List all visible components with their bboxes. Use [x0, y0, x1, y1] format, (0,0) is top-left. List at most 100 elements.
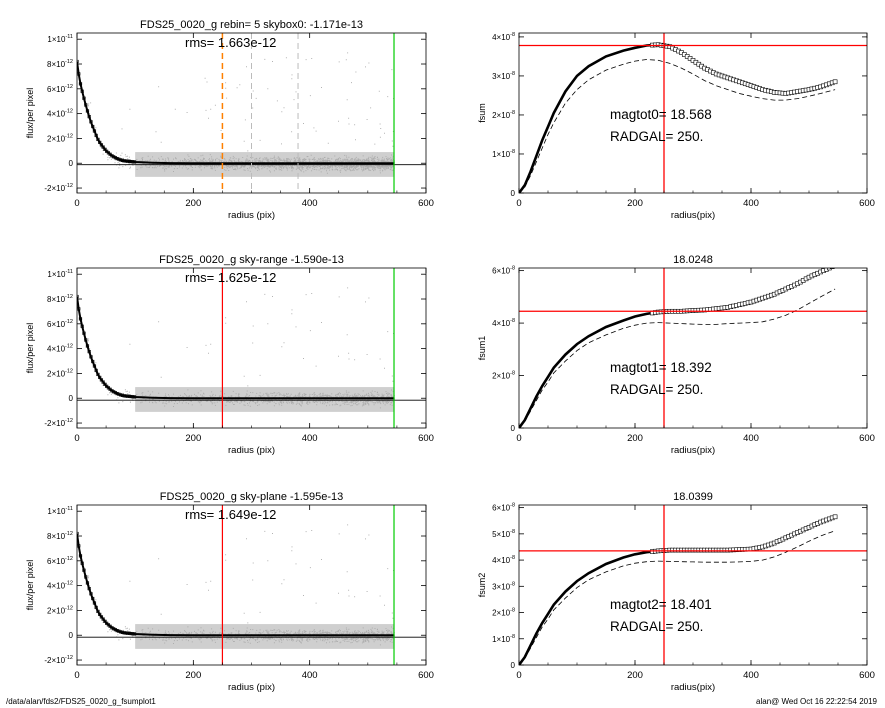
x-tick-label: 600 — [859, 198, 875, 209]
lower-curve — [519, 59, 836, 193]
x-axis-label: radius (pix) — [228, 682, 275, 693]
y-axis-label: fsum — [477, 103, 487, 123]
y-tick-label: 8×10-12 — [47, 531, 73, 541]
profile-marker — [129, 159, 133, 164]
x-axis-label: radius (pix) — [228, 445, 275, 456]
y-tick-label: 2×10-12 — [47, 368, 73, 378]
profile-marker — [98, 140, 102, 144]
x-tick-label: 0 — [516, 433, 521, 444]
x-tick-label: 600 — [859, 670, 875, 681]
profile-marker — [119, 630, 123, 634]
panel-right-top: 0 200 400 600 radius(pix) 0 1×10-8 2×10-8 3×10-8… — [477, 32, 875, 221]
profile-marker — [122, 159, 126, 163]
x-tick-label: 600 — [859, 433, 875, 444]
y-tick-label: 8×10-12 — [47, 59, 73, 69]
x-tick-label: 600 — [418, 670, 434, 681]
sky-noise-band — [135, 624, 395, 649]
magtot-annotation: magtot1= 18.392 — [610, 360, 712, 375]
y-tick-label: 0 — [69, 631, 74, 640]
x-tick-label: 200 — [627, 198, 643, 209]
y-tick-label: 4×10-8 — [492, 318, 515, 328]
x-tick-label: 200 — [185, 198, 201, 209]
magtot-annotation: magtot0= 18.568 — [610, 107, 712, 122]
y-tick-label: 1×10-11 — [47, 269, 73, 279]
profile-marker — [85, 344, 90, 348]
profile-marker — [85, 581, 90, 585]
x-tick-label: 0 — [74, 670, 79, 681]
profile-marker — [101, 145, 105, 149]
profile-marker — [77, 59, 79, 64]
profile-marker — [82, 96, 86, 100]
profile-marker — [110, 154, 114, 158]
panel-left-top: 0 200 400 600 radius (pix) 1×10-11 8×10-12 6×10… — [25, 19, 434, 221]
profile-marker — [127, 159, 131, 163]
panel-title: 18.0248 — [673, 254, 713, 266]
y-tick-label: 2×10-8 — [492, 608, 515, 618]
panel-left-bottom: 0 200 400 600 radius (pix) 1×10-11 8×10-12 6×10… — [25, 491, 434, 693]
profile-marker — [99, 143, 104, 147]
radgal-annotation: RADGAL= 250. — [610, 619, 703, 634]
profile-marker — [84, 103, 88, 107]
profile-marker — [127, 394, 131, 398]
profile-marker — [84, 575, 88, 579]
profile-marker — [120, 630, 124, 634]
x-tick-label: 200 — [185, 433, 201, 444]
y-tick-label: 1×10-8 — [492, 149, 515, 159]
profile-marker — [98, 612, 102, 616]
profile-marker — [103, 147, 107, 151]
profile-marker — [129, 394, 133, 399]
profile-marker — [77, 294, 79, 299]
profile-marker — [85, 109, 90, 113]
profile-marker — [92, 129, 97, 133]
profile-marker — [77, 544, 81, 548]
profile-marker — [103, 382, 107, 386]
y-tick-label: 6×10-8 — [492, 503, 515, 513]
profile-marker — [80, 324, 84, 328]
profile-marker — [119, 393, 123, 397]
rms-annotation: rms= 1.649e-12 — [185, 507, 276, 522]
y-tick-label: 4×10-12 — [47, 109, 73, 119]
x-tick-label: 400 — [743, 198, 759, 209]
y-tick-label: 1×10-11 — [47, 34, 73, 44]
x-tick-label: 200 — [627, 433, 643, 444]
profile-marker — [84, 338, 88, 342]
footer-timestamp: alan@ Wed Oct 16 22:22:54 2019 — [756, 697, 877, 706]
profile-marker — [89, 120, 93, 124]
profile-marker — [112, 155, 116, 159]
profile-marker — [131, 160, 135, 164]
y-tick-label: 0 — [511, 189, 516, 198]
profile-marker — [87, 586, 91, 591]
x-axis-label: radius (pix) — [228, 210, 275, 221]
x-tick-label: 600 — [418, 433, 434, 444]
panel-right-bottom: 0 200 400 600 radius(pix) 0 1×10-8 2×10-8 3×10-8… — [477, 491, 875, 693]
profile-marker — [119, 158, 123, 162]
panel-left-middle: 0 200 400 600 radius (pix) 1×10-11 8×10-12 6×10… — [25, 254, 434, 456]
plot-area — [77, 33, 426, 193]
x-tick-label: 0 — [74, 198, 79, 209]
profile-marker — [87, 349, 91, 354]
x-tick-label: 400 — [302, 198, 318, 209]
profile-marker — [126, 631, 130, 635]
profile-marker — [113, 391, 117, 395]
footer-file-path: /data/alan/fds2/FDS25_0020_g_fsumplot1 — [6, 697, 156, 706]
y-tick-label: 5×10-8 — [492, 529, 515, 539]
profile-marker — [122, 631, 126, 635]
profile-marker — [110, 626, 114, 630]
rms-annotation: rms= 1.663e-12 — [185, 35, 276, 50]
profile-marker — [98, 375, 102, 379]
x-tick-label: 0 — [516, 670, 521, 681]
y-tick-label: -2×10-12 — [44, 183, 73, 193]
x-tick-label: 600 — [418, 198, 434, 209]
panel-title: 18.0399 — [673, 491, 713, 503]
profile-marker — [122, 394, 126, 398]
profile-marker — [131, 632, 135, 636]
profile-marker — [132, 395, 137, 399]
x-tick-label: 400 — [302, 670, 318, 681]
rms-annotation: rms= 1.625e-12 — [185, 270, 276, 285]
profile-marker — [120, 158, 124, 162]
profile-marker — [117, 157, 121, 161]
profile-marker — [117, 629, 121, 633]
profile-marker — [78, 317, 83, 321]
y-tick-label: 2×10-8 — [492, 371, 515, 381]
